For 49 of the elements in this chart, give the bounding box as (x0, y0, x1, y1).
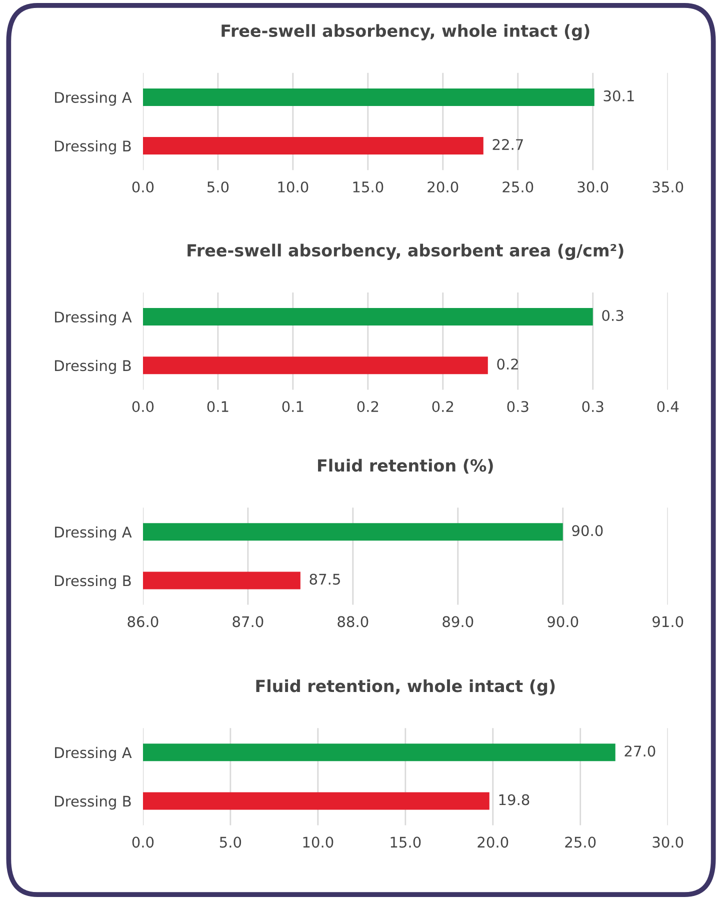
data-label: 27.0 (624, 746, 656, 757)
x-tick-label: 5.0 (207, 181, 229, 192)
x-tick-label: 20.0 (428, 181, 458, 192)
x-tick-label: 25.0 (565, 836, 596, 848)
x-tick-label: 30.0 (578, 181, 608, 192)
y-tick-label: Dressing B (55, 360, 131, 374)
x-tick-label: 5.0 (220, 836, 242, 848)
x-tick-label: 88.0 (338, 616, 368, 628)
x-tick-label: 35.0 (652, 181, 684, 192)
x-tick-label: 90.0 (548, 616, 578, 628)
chart-title: Fluid retention (%) (318, 458, 493, 474)
x-tick-label: 0.2 (357, 401, 378, 412)
y-tick-label: Dressing A (55, 526, 132, 540)
chart-title: Free-swell absorbency, absorbent area (g/cm²) (188, 244, 624, 260)
y-tick-label: Dressing B (55, 574, 131, 590)
x-tick-label: 30.0 (652, 836, 684, 848)
x-tick-label: 0.3 (582, 401, 604, 412)
y-tick-label: Dressing B (55, 795, 131, 810)
x-tick-label: 0.4 (657, 401, 679, 412)
x-tick-label: 0.1 (207, 401, 228, 412)
x-tick-label: 0.0 (132, 181, 154, 192)
x-tick-label: 87.0 (232, 616, 264, 628)
x-tick-label: 0.2 (432, 401, 454, 412)
x-tick-label: 0.0 (132, 836, 154, 848)
x-tick-label: 20.0 (478, 836, 508, 848)
x-tick-label: 0.1 (282, 401, 304, 412)
data-label: 30.1 (604, 90, 634, 102)
y-tick-label: Dressing B (55, 140, 131, 154)
x-tick-label: 15.0 (353, 181, 384, 192)
data-label: 22.7 (492, 139, 523, 150)
x-tick-label: 0.0 (132, 401, 154, 412)
data-label: 19.8 (499, 794, 530, 806)
x-tick-label: 89.0 (442, 616, 474, 628)
data-label: 90.0 (572, 525, 603, 536)
data-label: 87.5 (310, 574, 340, 585)
data-label: 0.2 (497, 358, 518, 370)
x-tick-label: 15.0 (390, 836, 421, 848)
x-tick-label: 0.3 (507, 401, 528, 412)
x-tick-label: 10.0 (303, 836, 334, 848)
chart-title: Free-swell absorbency, whole intact (g) (222, 24, 590, 40)
x-tick-label: 86.0 (128, 616, 158, 628)
y-tick-label: Dressing A (55, 92, 132, 106)
y-tick-label: Dressing A (55, 311, 132, 326)
x-tick-label: 25.0 (502, 181, 534, 192)
x-tick-label: 91.0 (652, 616, 684, 628)
data-label: 0.3 (602, 310, 624, 322)
chart-title: Fluid retention, whole intact (g) (256, 679, 555, 696)
y-tick-label: Dressing A (55, 746, 132, 761)
x-tick-label: 10.0 (278, 181, 308, 192)
